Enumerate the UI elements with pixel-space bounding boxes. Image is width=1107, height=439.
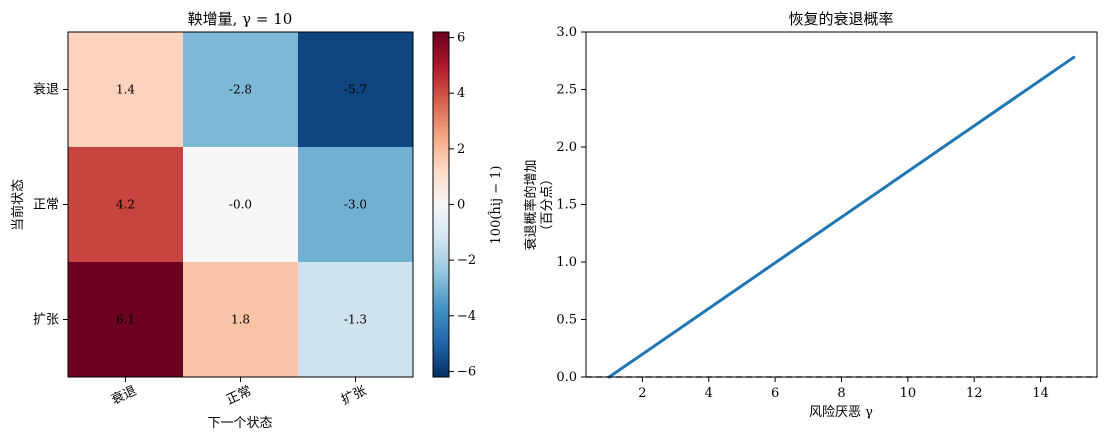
line-x-tick-label: 12 bbox=[966, 386, 983, 401]
heatmap-y-axis-label: 当前状态 bbox=[10, 179, 26, 231]
heatmap-y-tick-label: 衰退 bbox=[33, 82, 59, 98]
colorbar-tick-label: 2 bbox=[457, 142, 465, 157]
heatmap-cell-label: 1.8 bbox=[231, 313, 250, 327]
heatmap-cell-label: 4.2 bbox=[116, 198, 135, 212]
line-chart-title: 恢复的衰退概率 bbox=[788, 10, 893, 28]
heatmap-x-axis: 衰退 正常 扩张 bbox=[109, 377, 369, 408]
heatmap-cell-label: -3.0 bbox=[344, 198, 367, 212]
colorbar-tick-label: −2 bbox=[457, 253, 476, 268]
heatmap-cell-label: 1.4 bbox=[116, 83, 135, 97]
line-x-axis: 2 4 6 8 10 12 14 bbox=[638, 377, 1049, 401]
line-y-tick-label: 3.0 bbox=[556, 25, 577, 40]
line-x-tick-label: 6 bbox=[771, 386, 779, 401]
heatmap-cell-label: -5.7 bbox=[344, 83, 367, 97]
colorbar-tick-label: −4 bbox=[457, 309, 476, 324]
colorbar-tick-label: −6 bbox=[457, 364, 476, 379]
line-panel: 恢复的衰退概率 2 4 6 8 10 12 14 0.0 0.5 1.0 1.5 2.0 2.5 3.0… bbox=[523, 10, 1098, 420]
line-y-tick-label: 2.0 bbox=[556, 140, 577, 155]
line-series-group bbox=[607, 55, 1076, 379]
line-x-tick-label: 8 bbox=[837, 386, 845, 401]
line-y-tick-label: 1.5 bbox=[556, 198, 577, 213]
heatmap-x-tick-label: 正常 bbox=[224, 384, 254, 409]
heatmap-cell-label: 6.1 bbox=[116, 313, 135, 327]
line-y-axis-label-line-1: 衰退概率的增加 bbox=[523, 159, 539, 250]
heatmap-grid: 1.4 -2.8 -5.7 4.2 -0.0 -3.0 6.1 1.8 -1.3 bbox=[68, 32, 413, 377]
colorbar-label: 100(ĥij − 1) bbox=[488, 166, 504, 245]
line-x-axis-label: 风险厌恶 γ bbox=[809, 405, 873, 420]
heatmap-x-tick-label: 衰退 bbox=[109, 383, 139, 408]
colorbar-panel: −6 −4 −2 0 2 4 6 100(ĥij − 1) bbox=[432, 31, 504, 379]
heatmap-cell bbox=[298, 32, 413, 147]
heatmap-cell bbox=[298, 262, 413, 377]
heatmap-cell bbox=[183, 147, 298, 262]
line-x-tick-label: 14 bbox=[1032, 386, 1049, 401]
heatmap-y-tick-label: 正常 bbox=[33, 198, 59, 213]
line-x-tick-label: 4 bbox=[705, 386, 713, 401]
line-x-tick-label: 10 bbox=[900, 386, 917, 401]
heatmap-y-tick-label: 扩张 bbox=[33, 313, 59, 328]
heatmap-cell bbox=[68, 262, 183, 377]
line-plot-border bbox=[585, 31, 1098, 378]
series-line bbox=[607, 55, 1076, 379]
line-y-axis-label-line-2: （百分点） bbox=[540, 172, 555, 237]
colorbar-gradient bbox=[432, 31, 450, 378]
heatmap-cell-label: -1.3 bbox=[344, 313, 367, 327]
line-y-tick-label: 2.5 bbox=[556, 83, 577, 98]
heatmap-cell bbox=[68, 32, 183, 147]
line-y-tick-label: 1.0 bbox=[556, 255, 577, 270]
heatmap-cell bbox=[298, 147, 413, 262]
line-x-tick-label: 2 bbox=[638, 386, 646, 401]
line-y-axis-label-group: 衰退概率的增加 （百分点） bbox=[523, 159, 555, 250]
heatmap-panel: 鞅增量, γ = 10 1.4 -2.8 -5.7 4.2 -0.0 -3.0 6.1 1.8… bbox=[10, 10, 414, 431]
colorbar-axis: −6 −4 −2 0 2 4 6 bbox=[449, 31, 476, 379]
heatmap-cell-label: -2.8 bbox=[229, 83, 252, 97]
line-y-tick-label: 0.5 bbox=[556, 313, 577, 328]
heatmap-cell bbox=[183, 262, 298, 377]
heatmap-cell bbox=[68, 147, 183, 262]
colorbar-tick-label: 6 bbox=[457, 31, 465, 46]
line-y-tick-label: 0.0 bbox=[556, 370, 577, 385]
heatmap-cell bbox=[183, 32, 298, 147]
line-y-axis: 0.0 0.5 1.0 1.5 2.0 2.5 3.0 bbox=[556, 25, 586, 385]
heatmap-title: 鞅增量, γ = 10 bbox=[188, 10, 293, 28]
heatmap-x-axis-label: 下一个状态 bbox=[207, 416, 272, 431]
heatmap-cell-label: -0.0 bbox=[229, 198, 252, 212]
colorbar-tick-label: 4 bbox=[457, 86, 465, 101]
heatmap-x-tick-label: 扩张 bbox=[339, 384, 369, 409]
colorbar-tick-label: 0 bbox=[457, 198, 465, 213]
